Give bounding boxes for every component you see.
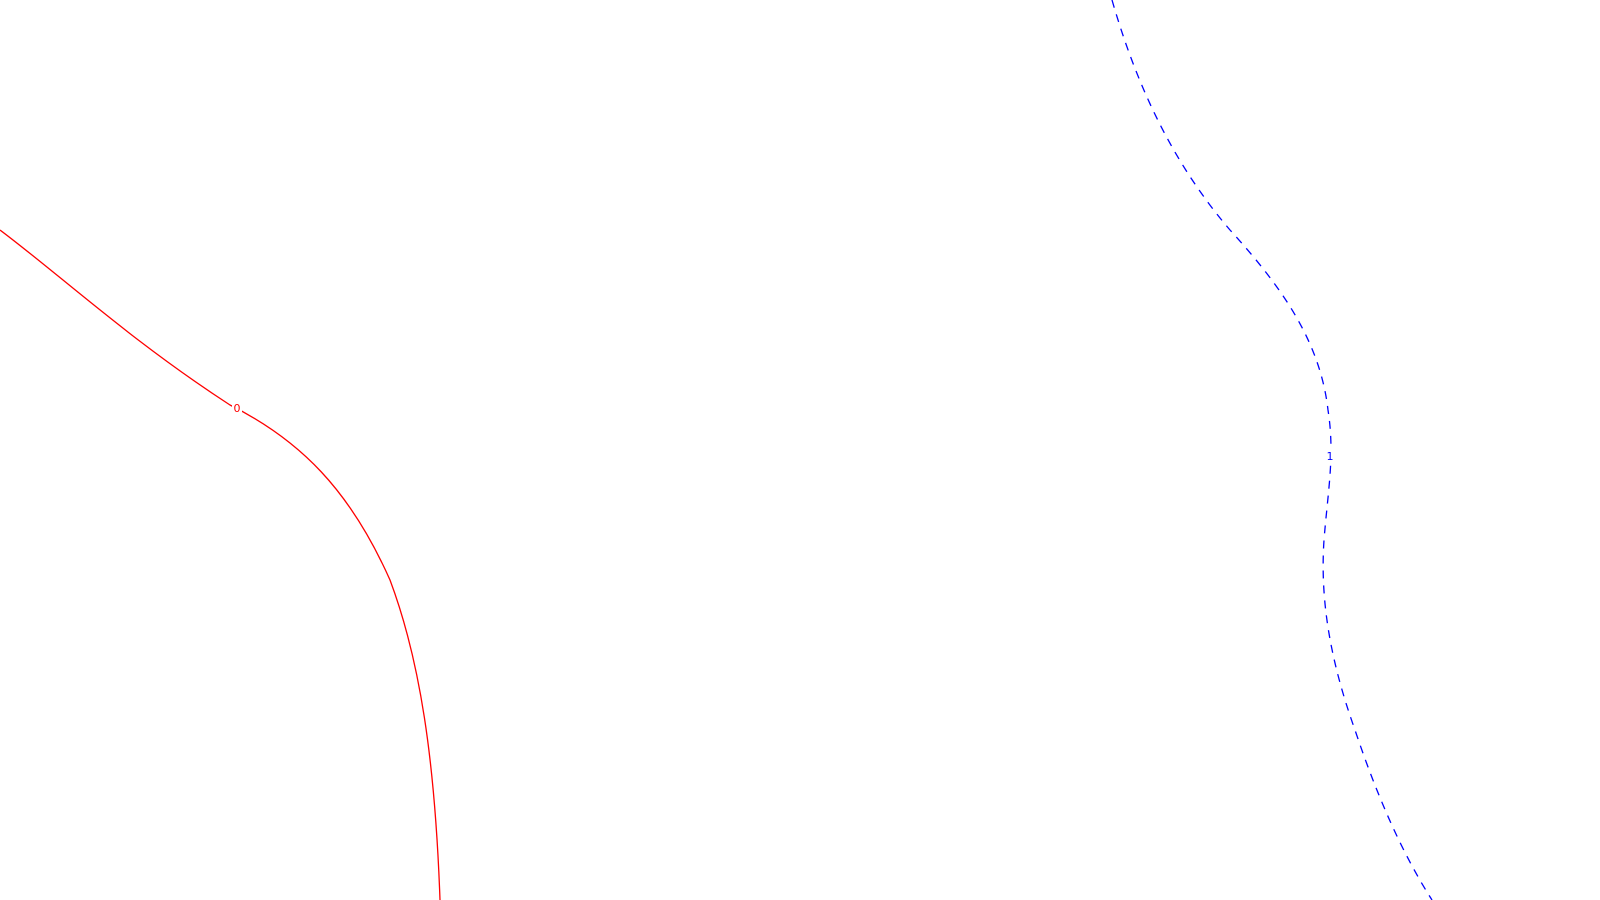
contour-label-0-bg xyxy=(232,401,242,415)
contour-label-1-bg xyxy=(1325,449,1335,463)
contour-label-0: 0 xyxy=(234,402,241,415)
contour-line-0 xyxy=(0,229,441,900)
contour-label-1: 1 xyxy=(1327,450,1334,463)
